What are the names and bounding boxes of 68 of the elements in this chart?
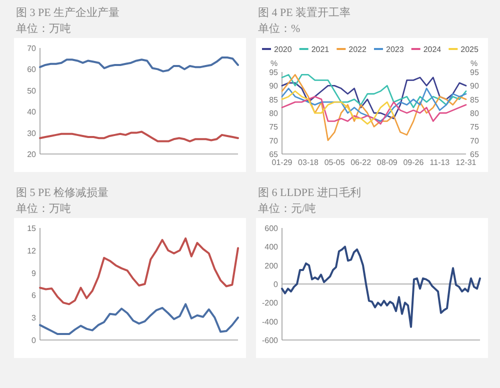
y-tick-label: 6 bbox=[32, 291, 37, 300]
chart-subtitle: 单位：万吨 bbox=[16, 202, 71, 215]
line-series bbox=[281, 76, 467, 120]
legend-label: 2024 bbox=[423, 45, 442, 54]
y-tick-label: 70 bbox=[27, 44, 37, 53]
chart-subtitle: 单位：万吨 bbox=[16, 22, 71, 35]
y-tick-label: 85 bbox=[269, 95, 279, 104]
line-series bbox=[281, 74, 467, 142]
legend-label: 2023 bbox=[386, 45, 404, 54]
y-tick-label: 20 bbox=[27, 150, 37, 159]
y-tick-label: 600 bbox=[264, 224, 279, 233]
x-tick-label: 01-29 bbox=[272, 158, 293, 167]
x-tick-label: 06-22 bbox=[350, 158, 372, 167]
x-tick-label: 09-26 bbox=[403, 158, 424, 167]
y2-axis-title: % bbox=[470, 59, 478, 68]
y2-tick-label: 75 bbox=[470, 122, 480, 132]
y-tick-label: 60 bbox=[27, 65, 37, 74]
y2-tick-label: 65 bbox=[470, 150, 480, 159]
chart-subtitle: 单位：% bbox=[258, 22, 300, 35]
x-tick-label: 08-09 bbox=[376, 158, 398, 167]
line-series bbox=[39, 56, 239, 72]
y-tick-label: 75 bbox=[269, 122, 279, 132]
y-tick-label: 30 bbox=[27, 128, 37, 138]
line-series bbox=[281, 90, 394, 125]
line-series bbox=[281, 88, 467, 122]
chart-title: 图 6 LLDPE 进口毛利 bbox=[258, 186, 361, 199]
line-series bbox=[39, 130, 239, 142]
y2-tick-label: 95 bbox=[470, 68, 480, 77]
y-tick-label: 3 bbox=[32, 314, 37, 323]
legend-label: 2021 bbox=[311, 45, 330, 54]
line-series bbox=[39, 237, 239, 306]
line-series bbox=[281, 96, 467, 125]
chart-title: 图 4 PE 装置开工率 bbox=[258, 6, 351, 19]
y2-tick-label: 85 bbox=[470, 95, 480, 104]
legend-label: 2022 bbox=[348, 45, 368, 54]
y2-tick-label: 70 bbox=[470, 136, 480, 146]
y-tick-label: 50 bbox=[27, 86, 37, 96]
y-tick-label: 70 bbox=[269, 136, 279, 146]
y-tick-label: 90 bbox=[269, 82, 279, 91]
line-series bbox=[281, 246, 481, 328]
y-tick-label: 80 bbox=[269, 109, 279, 118]
y-tick-label: 12 bbox=[27, 246, 37, 256]
y-tick-label: 9 bbox=[32, 268, 37, 278]
y-tick-label: 400 bbox=[264, 242, 279, 252]
legend-label: 2025 bbox=[460, 45, 480, 54]
x-tick-label: 11-13 bbox=[430, 158, 450, 167]
chart-title: 图 3 PE 生产企业产量 bbox=[16, 6, 120, 19]
y-tick-label: 40 bbox=[27, 108, 37, 117]
y-tick-label: 15 bbox=[27, 224, 37, 233]
y-tick-label: 200 bbox=[264, 261, 279, 270]
y-axis-title: % bbox=[270, 59, 278, 68]
y-tick-label: 0 bbox=[32, 336, 37, 345]
x-tick-label: 12-31 bbox=[456, 158, 477, 167]
chart-title: 图 5 PE 检修减损量 bbox=[16, 186, 109, 199]
y2-tick-label: 90 bbox=[470, 82, 480, 91]
line-series bbox=[39, 303, 239, 336]
legend-label: 2020 bbox=[274, 45, 292, 54]
x-tick-label: 05-05 bbox=[324, 158, 346, 167]
x-tick-label: 03-18 bbox=[298, 158, 320, 167]
line-series bbox=[281, 74, 467, 108]
y2-tick-label: 80 bbox=[470, 109, 480, 118]
chart-subtitle: 单位：元/吨 bbox=[258, 202, 316, 215]
y-tick-label: -400 bbox=[262, 317, 279, 326]
y-tick-label: 95 bbox=[269, 68, 279, 77]
y-tick-label: 0 bbox=[274, 280, 279, 289]
y-tick-label: 65 bbox=[269, 150, 279, 159]
y-tick-label: -200 bbox=[262, 298, 279, 308]
y-tick-label: -600 bbox=[262, 336, 279, 345]
